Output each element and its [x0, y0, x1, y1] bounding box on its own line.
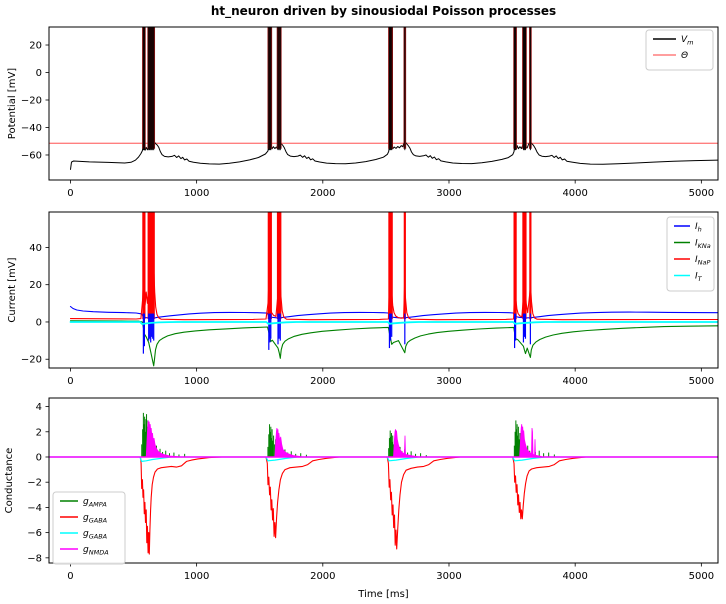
series-g_GABA_A	[49, 456, 718, 555]
y-tick-label: −8	[27, 553, 42, 564]
series-I_NaP	[69, 272, 718, 321]
x-tick-label: 5000	[689, 571, 714, 582]
x-tick-label: 5000	[689, 376, 714, 387]
legend-label: IT	[695, 272, 703, 284]
g-nmda-burst3-tooth	[403, 435, 407, 458]
x-tick-label: 0	[67, 188, 73, 199]
legend-box	[666, 216, 715, 292]
g-ampa-spikes	[141, 412, 555, 457]
vm-theta-spike-columns	[142, 27, 532, 149]
legend-current: Ih IKNa INaP IT	[666, 216, 715, 292]
y-tick-label: 20	[29, 41, 42, 52]
y-tick-label: 0	[36, 317, 42, 328]
y-tick-label: −6	[27, 528, 42, 539]
x-tick-label: 4000	[562, 376, 587, 387]
g-nmda-burst4-tooth	[530, 427, 536, 458]
legend-label: gAMPA	[83, 497, 107, 509]
y-tick-label: 20	[29, 280, 42, 291]
x-tick-label: 0	[67, 376, 73, 387]
legend-label: gNMDA	[83, 545, 109, 557]
legend-label: INaP	[695, 255, 711, 267]
plot-area-current	[69, 212, 718, 367]
plot-area-conductance	[49, 412, 718, 555]
series-V_m	[70, 141, 718, 170]
ih-spikes	[142, 313, 531, 354]
y-tick-label: 0	[36, 68, 42, 79]
g-nmda-burst2	[274, 427, 302, 458]
x-tick-label: 2000	[310, 376, 335, 387]
legend-box	[52, 491, 126, 565]
x-tick-label: 1000	[184, 571, 209, 582]
legend-label: gGABA	[83, 513, 107, 525]
y-tick-label: 4	[36, 402, 42, 413]
x-tick-label: 1000	[184, 376, 209, 387]
legend-conductance: gAMPA gGABA gGABA gNMDA	[52, 491, 126, 565]
axes-spines	[48, 26, 719, 181]
subplot-conductance: 0 1000 2000 3000 4000 5000 4 2 0 −2 −4 −6 −8 Conducta…	[4, 397, 719, 582]
subplot-current: 0 1000 2000 3000 4000 5000 40 20 0 −20 Current [mV…	[7, 211, 719, 387]
y-tick-label: −4	[27, 503, 42, 514]
g-nmda-burst3	[393, 429, 419, 458]
y-tick-label: −60	[21, 150, 42, 161]
legend-potential: Vm Θ	[645, 29, 714, 71]
inap-spikes	[142, 212, 532, 320]
x-axis-label: Time [ms]	[357, 589, 409, 600]
legend-label: Ih	[695, 222, 702, 234]
y-axis-label: Potential [mV]	[7, 68, 18, 139]
series-I_KNa	[69, 320, 718, 367]
y-axis-label: Current [mV]	[7, 257, 18, 322]
y-tick-label: −20	[21, 95, 42, 106]
x-tick-label: 4000	[562, 571, 587, 582]
y-tick-label: 0	[36, 452, 42, 463]
y-tick-label: −2	[27, 478, 42, 489]
x-tick-label: 2000	[310, 188, 335, 199]
subplot-potential: 0 1000 2000 3000 4000 5000 20 0 −20 −40 −60Potenti…	[7, 26, 719, 199]
y-axis-label: Conductance	[4, 448, 15, 514]
legend-label: IKNa	[695, 239, 711, 251]
g-nmda-burst4	[519, 424, 543, 458]
legend-label: gGABA	[83, 529, 107, 541]
x-tick-label: 3000	[436, 188, 461, 199]
figure-title: ht_neuron driven by sinousiodal Poisson …	[210, 4, 557, 18]
x-tick-label: 3000	[436, 571, 461, 582]
x-tick-label: 4000	[562, 188, 587, 199]
x-tick-label: 5000	[689, 188, 714, 199]
axes-spines	[48, 397, 719, 564]
y-tick-label: −40	[21, 123, 42, 134]
legend-label: Θ	[681, 51, 688, 61]
x-tick-label: 0	[67, 571, 73, 582]
y-tick-label: 40	[29, 243, 42, 254]
axes-spines	[48, 211, 719, 369]
x-tick-label: 1000	[184, 188, 209, 199]
y-tick-label: −20	[21, 355, 42, 366]
g-nmda-burst1	[145, 420, 180, 458]
legend-box	[645, 29, 714, 71]
legend-label: Vm	[681, 35, 694, 47]
plot-area-potential	[49, 27, 718, 170]
series-I_T	[69, 321, 718, 325]
x-tick-label: 2000	[310, 571, 335, 582]
x-tick-label: 3000	[436, 376, 461, 387]
y-tick-label: 2	[36, 427, 42, 438]
vm-spike-cores	[142, 27, 531, 151]
